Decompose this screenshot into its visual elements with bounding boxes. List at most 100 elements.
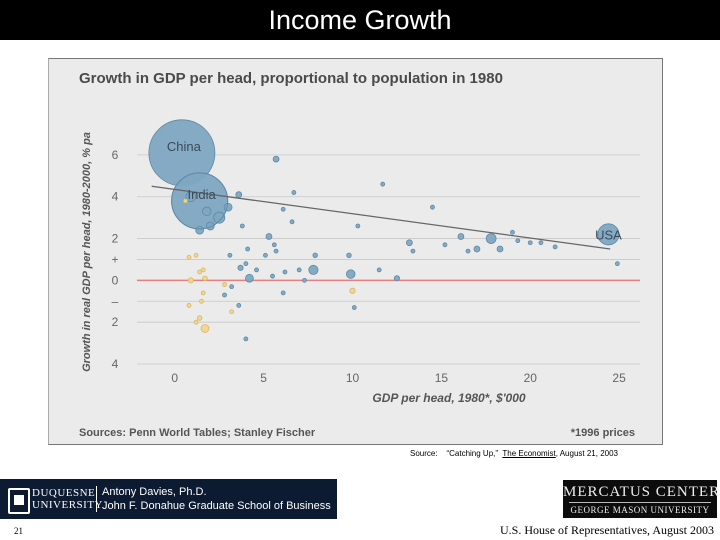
source-prefix: Source:: [410, 449, 438, 458]
bubble: [410, 248, 416, 254]
bubble: [222, 292, 227, 298]
bubble: [351, 305, 357, 310]
bubble: [271, 242, 277, 248]
author-name: Antony Davies, Ph.D.: [102, 486, 207, 498]
bubble: [430, 204, 435, 210]
trend-line: [151, 185, 611, 250]
bubble: [187, 277, 194, 284]
bubble: [538, 240, 544, 246]
bubble: [200, 267, 206, 273]
bubble: [193, 319, 199, 325]
bubble: [282, 269, 288, 275]
bubble: [186, 303, 192, 308]
y-tick-label: 6: [112, 148, 119, 162]
source-quote: “Catching Up,”: [446, 449, 499, 458]
bubble: [236, 303, 242, 308]
bubble: [223, 202, 233, 212]
bubble: [515, 238, 521, 244]
mercatus-rule: [569, 502, 711, 503]
price-note: *1996 prices: [571, 427, 635, 439]
y-tick-label: –: [112, 294, 119, 308]
bubble: [527, 240, 533, 246]
bubble: [195, 225, 205, 235]
duquesne-logo: DUQUESNE UNIVERSITY Antony Davies, Ph.D.…: [0, 479, 337, 519]
bubble: [202, 206, 212, 217]
bubble: [291, 190, 297, 195]
mercatus-logo: MERCATUS CENTER GEORGE MASON UNIVERSITY: [563, 480, 720, 518]
chart-frame: Growth in GDP per head, proportional to …: [48, 58, 663, 445]
bubble-label: USA: [595, 227, 622, 242]
bubble: [289, 219, 295, 225]
y-tick-label: 0: [112, 273, 119, 287]
bubble: [243, 336, 249, 342]
bubble: [196, 315, 203, 321]
bubble: [193, 252, 199, 258]
x-tick-label: 20: [524, 371, 538, 385]
slide-title: Income Growth: [268, 5, 452, 35]
bubble: [280, 290, 286, 296]
bubble: [485, 233, 497, 244]
gmu-wordmark: GEORGE MASON UNIVERSITY: [570, 505, 710, 515]
bubble: [237, 264, 244, 271]
x-axis-label: GDP per head, 1980*, $'000: [372, 391, 525, 405]
source-publication: The Economist: [502, 449, 556, 458]
y-tick-label: 2: [112, 315, 119, 329]
bubble: [270, 273, 275, 279]
bubble-india-outline: [171, 172, 229, 230]
bubble: [235, 191, 243, 199]
bubble: [308, 264, 319, 275]
duquesne-wordmark: DUQUESNE UNIVERSITY: [32, 487, 103, 511]
bubble: [200, 324, 210, 333]
bubble: [213, 211, 226, 224]
mercatus-wordmark: MERCATUS CENTER: [563, 484, 720, 500]
bubble: [552, 244, 558, 250]
bubble: [296, 267, 302, 273]
bubble-label: China: [167, 139, 202, 154]
bubble: [312, 252, 318, 258]
y-tick-label: 4: [112, 190, 119, 204]
bubble: [473, 245, 481, 253]
bubble-chart: Growth in GDP per head, proportional to …: [79, 70, 640, 439]
bubble: [393, 275, 400, 282]
bubble: [272, 155, 280, 163]
logo-divider: [96, 486, 97, 512]
bubble: [406, 239, 413, 247]
bubble: [222, 282, 227, 287]
bubble: [200, 290, 206, 296]
bubble-label: India: [188, 187, 217, 202]
x-tick-label: 5: [260, 371, 267, 385]
bubble: [183, 198, 188, 204]
bubble: [273, 248, 279, 254]
bubble: [265, 233, 273, 240]
source-citation: Source: “Catching Up,” The Economist, Au…: [410, 449, 618, 458]
bubble: [245, 246, 251, 252]
bubble: [346, 269, 356, 279]
duquesne-line2: UNIVERSITY: [32, 499, 103, 511]
bubble: [346, 252, 352, 258]
bubble: [302, 277, 307, 283]
y-tick-label: 4: [112, 357, 119, 371]
bubble: [442, 242, 448, 248]
duquesne-seal-icon: [8, 488, 30, 514]
bubble: [349, 287, 356, 294]
x-tick-label: 0: [171, 371, 178, 385]
bubble: [376, 267, 382, 273]
y-tick-label: +: [111, 252, 118, 266]
bubble: [227, 252, 233, 258]
duquesne-line1: DUQUESNE: [32, 487, 96, 499]
bubble: [465, 248, 471, 254]
bubble: [457, 233, 465, 240]
y-axis-label: Growth in real GDP per head, 1980-2000, …: [81, 132, 93, 372]
bubble: [186, 254, 192, 260]
bubble: [199, 298, 204, 304]
bubble: [197, 269, 203, 275]
x-tick-label: 10: [346, 371, 360, 385]
bubble: [254, 267, 259, 273]
bubble: [202, 275, 208, 281]
y-tick-label: 2: [112, 232, 119, 246]
bubble: [243, 261, 249, 267]
bubble: [229, 284, 235, 290]
bubble: [614, 261, 620, 267]
slide-title-bar: Income Growth: [0, 0, 720, 40]
author-block: Antony Davies, Ph.D. John F. Donahue Gra…: [102, 485, 331, 513]
